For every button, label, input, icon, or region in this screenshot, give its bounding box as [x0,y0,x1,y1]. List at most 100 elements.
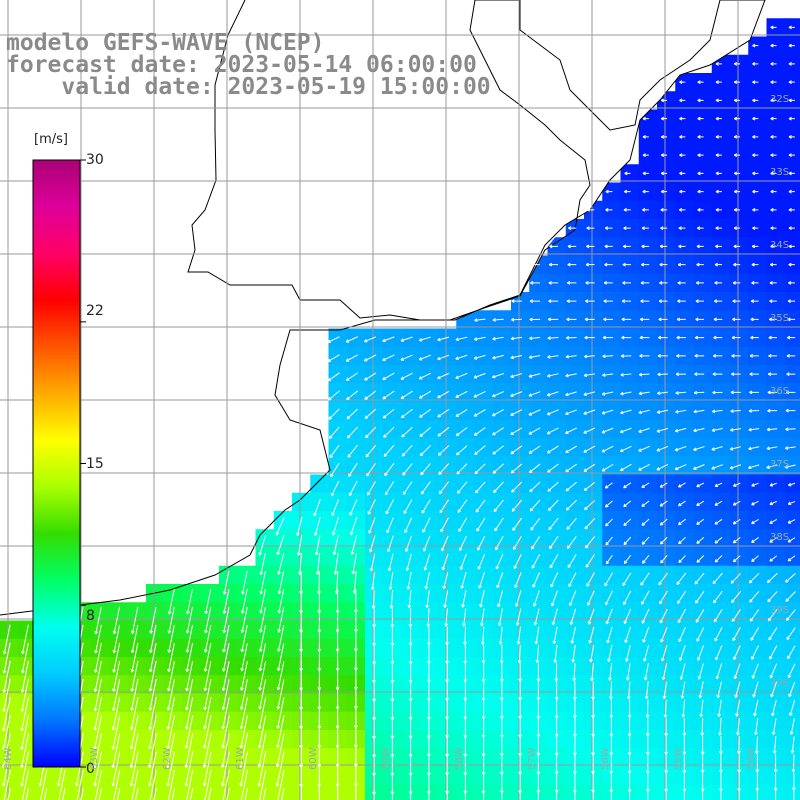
wind-arrow-head [730,467,734,470]
wind-arrow-head [365,436,369,439]
wind-arrow-head [602,355,606,359]
wind-arrow-head [492,338,496,341]
wind-arrow-head [749,391,753,395]
wind-arrow [748,428,760,431]
wind-arrow [95,606,102,635]
wind-arrow [623,482,632,489]
wind-arrow-head [425,586,429,590]
wind-arrow-head [278,648,281,652]
wind-arrow-head [474,339,478,341]
wind-arrow [277,679,285,710]
wind-arrow [510,445,523,455]
wind-arrow [785,446,796,449]
wind-arrow [475,499,486,513]
wind-arrow-head [678,227,682,231]
wind-arrow-head [420,454,424,457]
wind-arrow-head [567,245,571,249]
wind-arrow-head [75,783,79,787]
wind-arrow [605,518,613,527]
wind-arrow-head [348,474,352,477]
wind-arrow [474,445,486,455]
wind-arrow [277,661,285,691]
wind-arrow-head [130,765,134,769]
wind-arrow-head [752,154,756,158]
wind-arrow-head [639,355,643,358]
wind-arrow-head [754,713,757,717]
wind-arrow [364,408,377,419]
wind-arrow [601,409,614,414]
wind-arrow [528,373,541,378]
wind-arrow-head [792,769,796,773]
wind-arrow [565,445,577,453]
wind-arrow [438,445,450,456]
wind-arrow-head [130,783,134,787]
wind-arrow-head [755,732,758,736]
wind-arrow [419,354,431,361]
wind-arrow [347,444,358,458]
wind-arrow [168,624,175,653]
wind-arrow-head [259,668,263,672]
wind-arrow-head [790,731,794,735]
wind-arrow-head [442,567,446,571]
wind-arrow-head [694,337,699,340]
wind-arrow [736,699,741,717]
wind-arrow [458,517,468,532]
wind-arrow-head [676,318,681,322]
wind-arrow-head [511,319,515,322]
wind-arrow-head [748,467,752,470]
wind-arrow-head [39,783,43,787]
wind-arrow [330,462,340,478]
wind-arrow [368,517,376,534]
wind-arrow-head [462,604,465,608]
wind-arrow-head [587,603,591,606]
wind-arrow [260,589,266,614]
wind-arrow-head [715,118,719,121]
wind-arrow-head [529,338,533,341]
wind-arrow [769,555,778,562]
wind-arrow-head [554,659,558,663]
wind-speed-cell [784,547,800,567]
wind-arrow-head [640,282,644,285]
wind-arrow [606,626,613,644]
wind-arrow [641,482,650,488]
wind-arrow [353,571,357,594]
wind-arrow [3,769,11,800]
wind-arrow [494,517,504,532]
wind-arrow [426,590,430,608]
wind-arrow [455,409,468,417]
wind-arrow-head [695,601,699,604]
wind-arrow [766,464,778,469]
wind-arrow [401,444,413,457]
wind-arrow [492,336,504,340]
wind-arrow [421,499,431,514]
wind-arrow-head [277,687,281,691]
wind-arrow-head [21,783,24,787]
wind-arrow-head [511,471,515,474]
wind-arrow [278,570,285,594]
wind-arrow [788,500,796,505]
wind-arrow-head [534,622,538,626]
wind-arrow [80,788,84,800]
wind-arrow-head [549,546,553,550]
wind-arrow-head [573,678,577,682]
wind-arrow-head [328,398,332,401]
wind-arrow [21,751,30,787]
wind-arrow-head [241,649,245,653]
wind-arrow [547,391,559,396]
wind-arrow-head [390,605,394,609]
wind-arrow-head [277,668,281,672]
wind-arrow [131,606,139,634]
wind-arrow [656,464,669,471]
wind-arrow-head [463,623,466,627]
wind-arrow-head [350,532,354,536]
lon-label-57w: 57W [527,747,538,770]
wind-arrow [498,608,503,626]
wind-arrow-head [329,455,333,459]
wind-arrow-head [464,642,467,646]
wind-speed-cell [784,529,800,548]
wind-arrow [787,645,796,659]
wind-arrow [419,426,431,437]
wind-arrow-head [204,649,208,653]
wind-arrow [364,354,377,362]
wind-arrow [679,645,686,661]
